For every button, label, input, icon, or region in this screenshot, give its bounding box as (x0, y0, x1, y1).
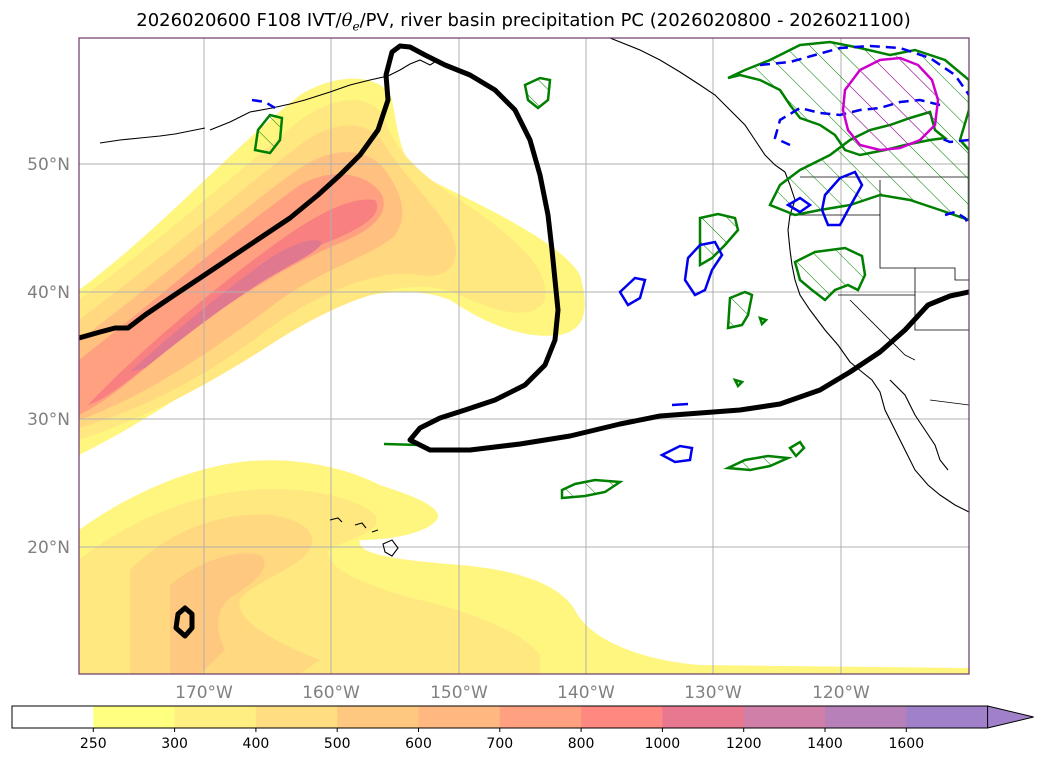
colorbar-segment (337, 706, 419, 728)
precip-blue-b (683, 240, 724, 297)
precip-green-c (698, 212, 740, 268)
border-states-south (838, 294, 916, 361)
precip-green-h (732, 316, 769, 389)
border-mexico (929, 399, 969, 406)
colorbar-segment (825, 706, 907, 728)
colorbar-tick-label: 500 (324, 736, 351, 752)
pv-contour-small (173, 605, 195, 639)
title-theta-sub: e (352, 19, 360, 34)
colorbar-tick-label: 300 (161, 736, 188, 752)
colorbar-tick-label: 700 (486, 736, 513, 752)
precip-blue-d (785, 196, 813, 214)
lat-label-30: 30°N (27, 410, 70, 430)
coast-hawaii (329, 517, 399, 557)
colorbar-tick-label: 1000 (645, 736, 681, 752)
map-content (79, 38, 969, 674)
lon-label-140w: 140°W (557, 683, 615, 703)
colorbar-tick-label: 1200 (726, 736, 762, 752)
precip-green-washington (793, 246, 867, 302)
title-run: 2026020600 F108 IVT/ (136, 10, 342, 31)
lon-label-160w: 160°W (302, 683, 360, 703)
ivt-fill-1000 (130, 240, 322, 372)
latitude-labels: 20°N 30°N 40°N 50°N (27, 155, 70, 558)
ivt-atmospheric-river (79, 78, 585, 456)
precip-green-e (560, 478, 624, 500)
lat-label-50: 50°N (27, 155, 70, 175)
colorbar-tick-label: 400 (243, 736, 270, 752)
colorbar-segment (12, 706, 94, 728)
chart-title: 2026020600 F108 IVT/θe/PV, river basin p… (0, 10, 1047, 34)
map-frame (78, 37, 970, 675)
coast-baja (889, 379, 949, 471)
title-rest: /PV, river basin precipitation PC (20260… (359, 10, 911, 31)
graticule (79, 38, 969, 674)
colorbar-segment (174, 706, 257, 728)
colorbar-segment (93, 706, 176, 728)
pv-contours (79, 43, 969, 639)
precip-green-d (726, 290, 754, 330)
precip-green-b (253, 113, 284, 155)
precip-green-a (523, 76, 552, 110)
precip-magenta-contour (841, 56, 940, 152)
colorbar-tick-label: 250 (80, 736, 107, 752)
coast-aleutians (99, 127, 206, 144)
colorbar-extend-arrow (987, 705, 1034, 729)
precip-blue-c (820, 170, 864, 227)
lon-label-150w: 150°W (430, 683, 488, 703)
coast-west-us (784, 171, 969, 513)
colorbar-segment (581, 706, 663, 728)
precip-green-g (383, 442, 421, 447)
precip-blue-f (671, 402, 689, 407)
colorbar-segment (255, 706, 338, 728)
lon-label-170w: 170°W (175, 683, 233, 703)
precip-blue-a (618, 276, 647, 307)
colorbar-tick-label: 600 (405, 736, 432, 752)
longitude-labels: 170°W 160°W 150°W 140°W 130°W 120°W (175, 683, 870, 703)
colorbar-tick-label: 1600 (888, 736, 924, 752)
colorbar-tick-label: 800 (568, 736, 595, 752)
pv-contour-main (79, 43, 969, 453)
lat-label-40: 40°N (27, 283, 70, 303)
colorbar-tick-label: 1400 (807, 736, 843, 752)
precip-green-f (723, 440, 806, 472)
colorbar-segment (743, 706, 826, 728)
colorbar-segment (418, 706, 501, 728)
colorbar: 250 300 400 500 600 700 800 1000 1200 1400 1600 (11, 705, 1034, 752)
coast-panhandle (609, 38, 786, 173)
title-theta: θ (341, 10, 353, 31)
precip-blue-contours (251, 44, 969, 464)
lon-label-130w: 130°W (684, 683, 742, 703)
coast-alaska (209, 59, 439, 131)
lon-label-120w: 120°W (812, 683, 870, 703)
colorbar-segment (662, 706, 745, 728)
lat-label-20: 20°N (27, 538, 70, 558)
colorbar-segment (906, 706, 989, 728)
ivt-fill-500-south (170, 553, 265, 674)
colorbar-segment (499, 706, 582, 728)
precip-blue-e (659, 444, 694, 464)
precip-blue-dashed (251, 44, 969, 226)
border-states-north (790, 214, 969, 281)
coastlines (99, 38, 969, 557)
